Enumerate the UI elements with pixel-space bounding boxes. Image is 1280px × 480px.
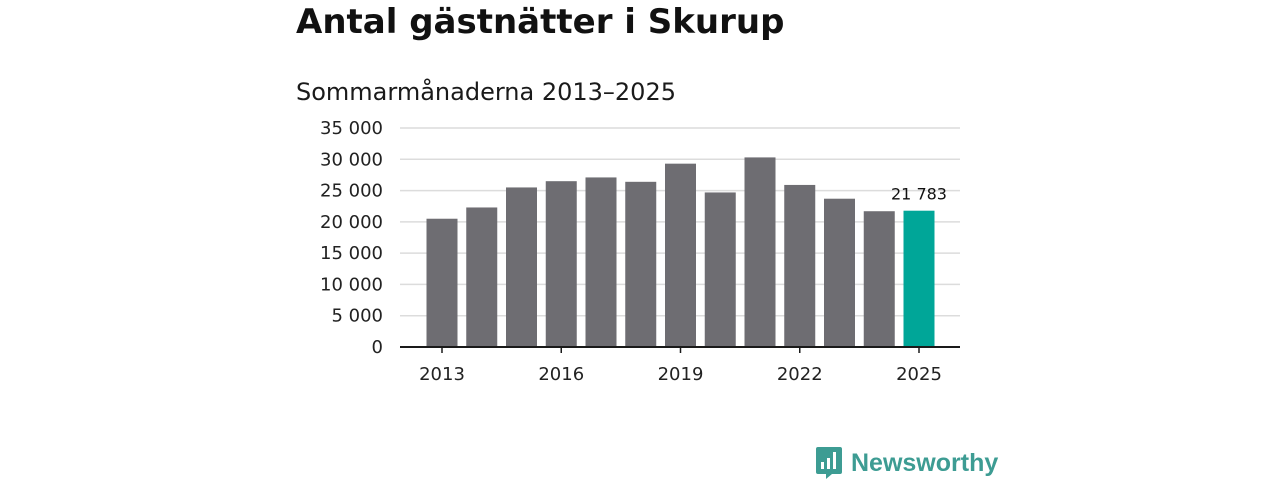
x-tick-label: 2022 [777, 364, 823, 385]
chart-subtitle: Sommarmånaderna 2013–2025 [296, 78, 676, 106]
x-tick-label: 2016 [538, 364, 584, 385]
y-tick-label: 30 000 [320, 149, 383, 170]
bar-chart-speech-bubble-icon [816, 447, 842, 479]
data-label-2025: 21 783 [891, 185, 947, 204]
y-tick-label: 10 000 [320, 274, 383, 295]
bar-2020 [704, 192, 736, 347]
y-tick-label: 25 000 [320, 181, 383, 202]
x-tick-label: 2025 [896, 364, 942, 385]
bar-2021 [744, 157, 776, 347]
bar-2015 [506, 187, 537, 347]
bar-2022 [784, 184, 816, 347]
y-tick-label: 15 000 [320, 243, 383, 264]
newsworthy-logo[interactable]: Newsworthy [815, 446, 998, 480]
bar-2016 [545, 181, 577, 347]
y-tick-label: 20 000 [320, 212, 383, 233]
bar-2013 [426, 218, 458, 347]
y-tick-label: 35 000 [320, 118, 383, 139]
bar-2017 [585, 177, 617, 347]
bar-2018 [625, 181, 657, 347]
bar-2024 [863, 211, 895, 347]
y-tick-label: 0 [372, 337, 383, 358]
bar-2025 [903, 210, 935, 347]
brand-name: Newsworthy [851, 448, 999, 477]
x-tick-label: 2019 [658, 364, 704, 385]
y-tick-label: 5 000 [331, 306, 383, 327]
bar-2023 [824, 198, 855, 347]
chart-title: Antal gästnätter i Skurup [296, 2, 785, 42]
bar-2019 [665, 163, 696, 347]
x-tick-label: 2013 [419, 364, 465, 385]
bar-2014 [466, 207, 498, 347]
